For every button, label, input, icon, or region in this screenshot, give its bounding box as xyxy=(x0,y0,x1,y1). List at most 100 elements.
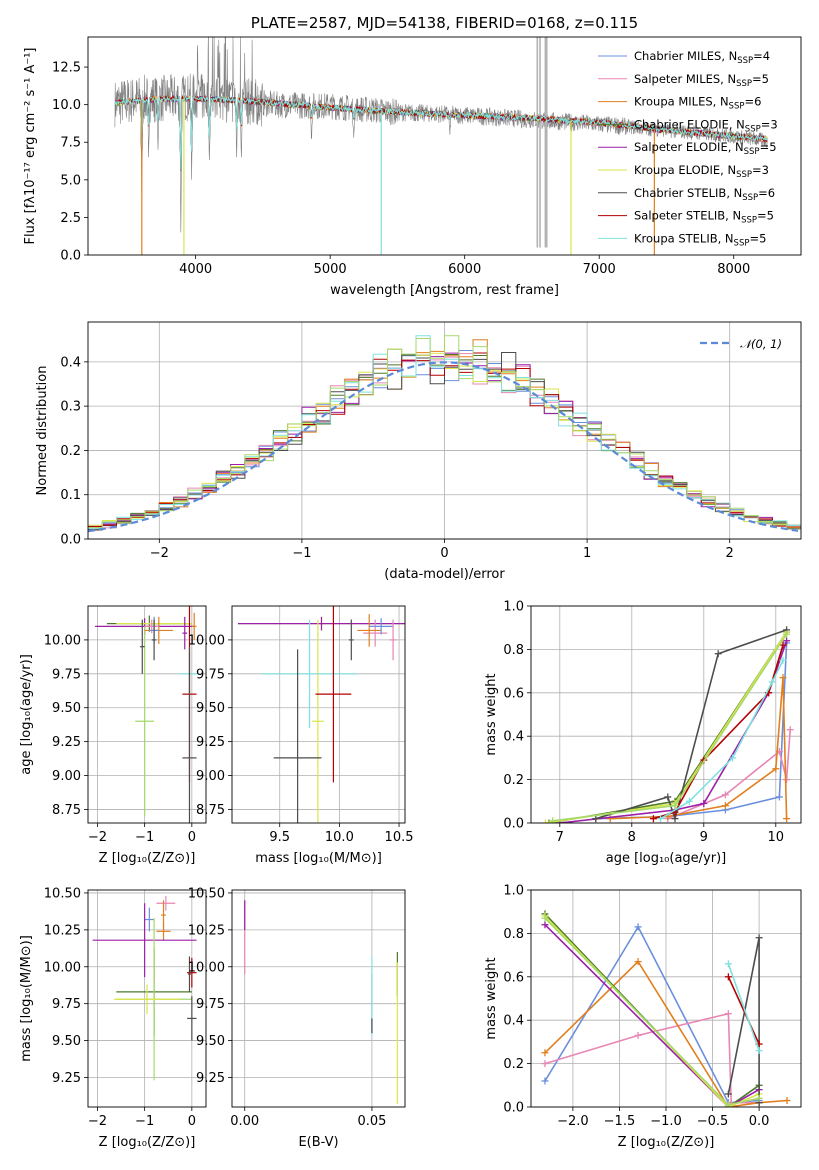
chart-title: PLATE=2587, MJD=54138, FIBERID=0168, z=0… xyxy=(251,14,638,32)
weight-vs-Z-marker xyxy=(724,1101,732,1107)
legend-label-suffix: =5 xyxy=(757,209,774,223)
weight-vs-age-marker xyxy=(772,765,780,773)
legend-label-main: Kroupa ELODIE, N xyxy=(634,163,736,177)
spectrum-ytick-label: 10.0 xyxy=(52,98,81,113)
weight-vs-age-xlabel: age [log₁₀(age/yr)] xyxy=(606,851,727,866)
mass-vs-Z-plot xyxy=(92,895,197,1081)
age-vs-mass-point xyxy=(237,616,405,631)
weight-vs-age-marker xyxy=(649,815,657,823)
mass-vs-Z-xtick-label: −2 xyxy=(88,1114,107,1129)
weight-vs-Z-marker xyxy=(541,1049,549,1057)
residuals-legend: 𝒩(0, 1) xyxy=(700,337,782,351)
spectrum-xtick-label: 7000 xyxy=(583,262,616,277)
weight-vs-age-series-line xyxy=(610,677,788,820)
mass-vs-Z-point xyxy=(144,907,155,932)
age-vs-mass-axes: 9.5 10.0 10.5 8.75 9.00 9.25 9.50 9.75 10.00 mass… xyxy=(188,606,414,866)
age-vs-mass-point xyxy=(389,619,397,661)
age-vs-Z-plot xyxy=(95,606,199,823)
mass-vs-Z-xlabel: Z [log₁₀(Z/Z⊙)] xyxy=(99,1135,196,1150)
residuals-ytick-label: 0.3 xyxy=(60,400,81,415)
weight-vs-Z-marker xyxy=(724,960,732,968)
spectrum-ytick-label: 7.5 xyxy=(60,136,81,151)
weight-vs-Z-ytick-label: 1.0 xyxy=(503,884,524,899)
age-vs-Z-ytick-label: 9.25 xyxy=(52,735,81,750)
legend-label-main: Chabrier MILES, N xyxy=(634,49,737,63)
mass-vs-Z-ytick-label: 9.25 xyxy=(52,1071,81,1086)
age-vs-mass-ytick-label: 9.75 xyxy=(196,667,225,682)
weight-vs-Z-series-line xyxy=(544,924,760,1107)
weight-vs-age-xtick-label: 10 xyxy=(768,830,785,845)
mass-vs-Z-point xyxy=(187,996,197,1041)
spectrum-ytick-label: 5.0 xyxy=(60,173,81,188)
age-vs-Z-ylabel: age [log₁₀(age/yr)] xyxy=(19,654,34,775)
residuals-xtick-label: −2 xyxy=(150,546,169,561)
mass-vs-Z-point xyxy=(156,895,176,911)
residuals-xtick-label: 0 xyxy=(440,546,448,561)
weight-vs-Z-ytick-label: 0.4 xyxy=(503,1014,524,1029)
mass-vs-ebv-ytick-label: 10.25 xyxy=(188,923,225,938)
legend-label-sub: SSP xyxy=(742,193,758,203)
age-vs-Z-axes: −2 −1 0 8.75 9.00 9.25 9.50 9.75 10.00 Z [log₁₀(Z… xyxy=(19,606,206,866)
residuals-ytick-label: 0.2 xyxy=(60,444,81,459)
weight-vs-Z-marker xyxy=(634,1031,642,1039)
weight-vs-Z-xtick-label: −1.5 xyxy=(604,1114,636,1129)
age-vs-Z-ytick-label: 10.00 xyxy=(44,633,81,648)
spectrum-frame xyxy=(87,36,802,256)
legend-label: 𝒩(0, 1) xyxy=(740,337,782,351)
age-vs-mass-frame xyxy=(231,605,406,824)
legend-label-suffix: =3 xyxy=(752,163,769,177)
age-vs-Z-ytick-label: 9.75 xyxy=(52,667,81,682)
weight-vs-Z-ytick-label: 0.0 xyxy=(503,1101,524,1116)
legend-label: Kroupa STELIB, NSSP=5 xyxy=(634,231,766,248)
weight-vs-age-marker xyxy=(783,815,791,823)
age-vs-Z-frame xyxy=(87,605,207,824)
weight-vs-Z-series-line xyxy=(544,917,760,1106)
residuals-ylabel: Normed distribution xyxy=(35,366,50,496)
weight-vs-age-marker xyxy=(700,799,708,807)
age-vs-Z-point xyxy=(144,619,159,634)
weight-vs-age-ytick-label: 0.4 xyxy=(503,730,524,745)
mass-vs-ebv-ytick-label: 9.25 xyxy=(196,1071,225,1086)
weight-vs-age-series-line xyxy=(595,642,788,820)
age-vs-mass-point xyxy=(315,606,352,783)
weight-vs-Z-marker xyxy=(755,1047,763,1055)
spectrum-ytick-label: 0.0 xyxy=(60,249,81,264)
weight-vs-age-marker xyxy=(783,776,791,784)
legend-label-main: Salpeter MILES, N xyxy=(634,72,736,86)
weight-vs-age-marker xyxy=(671,815,679,823)
legend-label-suffix: =5 xyxy=(749,231,766,245)
legend-label-sub: SSP xyxy=(741,216,757,226)
age-vs-mass-ytick-label: 9.25 xyxy=(196,735,225,750)
age-vs-mass-point xyxy=(369,618,394,635)
residuals-ytick-label: 0.1 xyxy=(60,488,81,503)
weight-vs-Z-marker xyxy=(724,1090,732,1098)
mass-vs-ebv-ytick-label: 10.50 xyxy=(188,886,225,901)
weight-vs-Z-series-line xyxy=(544,913,760,1107)
weight-vs-age-series-line xyxy=(559,640,788,823)
mass-vs-Z-ylabel: mass [log₁₀(M/M⊙)] xyxy=(19,935,34,1062)
age-vs-mass-plot xyxy=(237,606,405,823)
weight-vs-age-marker xyxy=(714,650,722,658)
weight-vs-age-marker xyxy=(671,802,679,810)
weight-vs-age-marker xyxy=(729,754,737,762)
mass-vs-ebv-plot xyxy=(244,900,398,1105)
weight-vs-Z-marker xyxy=(724,973,732,981)
legend-label-main: Salpeter ELODIE, N xyxy=(634,140,744,154)
spectrum-ytick-label: 2.5 xyxy=(60,211,81,226)
legend-label: Kroupa MILES, NSSP=6 xyxy=(634,95,761,112)
residuals-xtick-label: 2 xyxy=(726,546,734,561)
weight-vs-Z-marker xyxy=(634,923,642,931)
spectrum-xtick-label: 8000 xyxy=(717,262,750,277)
mass-vs-ebv-xlabel: E(B-V) xyxy=(298,1135,338,1150)
residual-histogram xyxy=(88,335,801,531)
weight-vs-age-frame xyxy=(530,605,802,824)
age-vs-Z-xtick-label: −2 xyxy=(88,830,107,845)
age-vs-Z-point xyxy=(182,646,197,823)
weight-vs-age-ytick-label: 1.0 xyxy=(503,600,524,615)
weight-vs-age-marker xyxy=(549,817,557,823)
mass-vs-Z-xtick-label: 0 xyxy=(188,1114,196,1129)
mass-vs-Z-ytick-label: 10.50 xyxy=(44,886,81,901)
weight-vs-age-marker xyxy=(775,793,783,801)
mass-vs-Z-frame xyxy=(87,889,207,1108)
legend-label-suffix: =6 xyxy=(758,186,775,200)
